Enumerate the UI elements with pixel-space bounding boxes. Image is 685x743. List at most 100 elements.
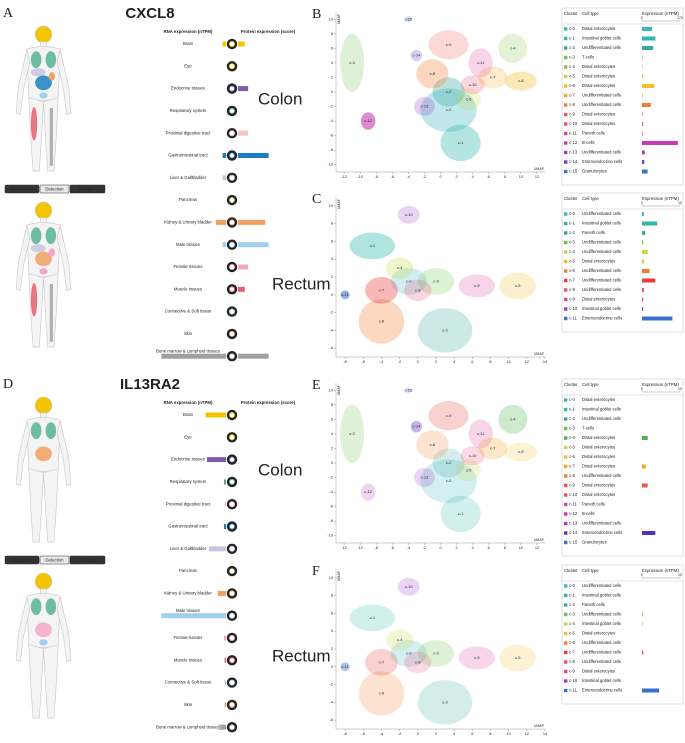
x-tick-label: -4 (407, 546, 410, 550)
organ-icon-inner (228, 657, 235, 664)
expression-bar (642, 688, 660, 693)
bone (49, 284, 53, 342)
x-tick-label: -10 (357, 175, 363, 179)
cluster-region (420, 88, 477, 132)
cell-type: T-cells (582, 55, 594, 60)
cell-type: Distal enterocytes (582, 112, 615, 117)
cluster-region (405, 387, 412, 394)
cluster-label: c-7 (490, 75, 496, 80)
liver (30, 68, 46, 77)
table-header: Expression (nTPM) (642, 196, 679, 201)
organ-icon-inner (228, 478, 235, 485)
y-tick-label: 8 (331, 32, 333, 36)
cluster-label: c-5 (466, 96, 472, 101)
cluster-region (413, 97, 435, 116)
y-tick-label: 6 (331, 239, 333, 243)
expression-tick-label: 0 (641, 387, 643, 391)
x-tick-label: -6 (362, 732, 365, 736)
head (34, 25, 53, 44)
y-tick-label: -6 (330, 134, 333, 138)
expression-bar (642, 84, 655, 88)
y-tick-label: 8 (331, 403, 333, 407)
x-tick-label: -8 (343, 360, 346, 364)
cluster-region (432, 77, 465, 107)
cell-type: Distal enterocytes (582, 259, 615, 264)
x-tick-label: 12 (535, 175, 539, 179)
cell-type: Distal enterocytes (582, 64, 615, 69)
tissue-label: Rectum (272, 646, 331, 665)
expression-bar (642, 622, 643, 626)
cluster-swatch (564, 669, 568, 674)
x-tick-label: 2 (435, 732, 437, 736)
x-tick-label: -12 (341, 175, 347, 179)
organ-label: Skin (184, 331, 193, 336)
organ-label: Endocrine tissues (171, 457, 205, 462)
cell-type: Undifferentiated cells (582, 521, 621, 526)
cluster-swatch (564, 141, 568, 145)
cluster-region (410, 420, 423, 433)
cluster-region (460, 446, 485, 466)
x-tick-label: 14 (543, 732, 547, 736)
expression-bar (642, 169, 648, 174)
head (34, 201, 53, 220)
cell-type: Undifferentiated cells (582, 473, 621, 478)
cluster-label: c-10 (405, 212, 414, 217)
bone (49, 108, 53, 166)
cluster-id: c-4 (569, 435, 575, 440)
organ-icon-inner (228, 174, 235, 181)
organ-icon-inner (228, 263, 235, 270)
cluster-id: c-1 (569, 36, 575, 41)
x-tick-label: -2 (398, 360, 401, 364)
expression-tick-label: 0 (641, 16, 643, 20)
cluster-swatch (564, 483, 568, 488)
cluster-region (499, 644, 536, 672)
y-tick-label: -2 (330, 311, 333, 315)
x-tick-label: -10 (357, 546, 363, 550)
lung-right (45, 51, 57, 69)
cluster-region (410, 49, 423, 62)
table-header: Cluster (564, 382, 578, 387)
protein-bar (238, 264, 249, 270)
x-tick-label: 8 (489, 360, 491, 364)
cluster-label: c-1 (370, 615, 376, 620)
organ-icon-inner (228, 434, 235, 441)
cluster-id: c-6 (569, 640, 575, 645)
organ-icon-inner (228, 353, 235, 360)
cluster-swatch (564, 622, 568, 626)
x-tick-label: 0 (439, 175, 441, 179)
cell-type: Paneth cells (582, 131, 605, 136)
pelvic-organ (39, 268, 48, 275)
cell-type: Distal enterocytes (582, 492, 615, 497)
cluster-region (417, 680, 473, 725)
gut (35, 251, 52, 267)
cluster-label: c-0 (446, 107, 452, 112)
table-header: Expression (nTPM) (642, 382, 679, 387)
cell-type: Undifferentiated cells (582, 240, 621, 245)
rna-bar (217, 724, 226, 730)
rna-bar (222, 41, 226, 47)
toggle-button (39, 555, 70, 565)
x-axis-label: UMAP (534, 167, 545, 171)
lung-left (30, 51, 42, 69)
rna-bar (206, 457, 226, 463)
cluster-swatch (564, 278, 568, 283)
cell-type: Enteroendocrine cells (582, 159, 622, 164)
protein-bar (238, 286, 245, 292)
expression-bar (642, 612, 643, 617)
cluster-label: c-15 (404, 16, 413, 21)
x-tick-label: -6 (391, 175, 394, 179)
expression-bar (642, 36, 656, 41)
cluster-label: c-10 (469, 453, 478, 458)
liver (30, 244, 46, 253)
organ-icon-inner (228, 85, 235, 92)
cluster-region (420, 459, 477, 503)
cluster-id: c-12 (569, 511, 578, 516)
cluster-region (416, 59, 449, 89)
arm-right (56, 421, 72, 486)
cluster-region (504, 442, 537, 462)
cluster-label: c-5 (515, 655, 521, 660)
cell-type: Granulocytes (582, 169, 607, 174)
y-tick-label: 2 (331, 647, 333, 651)
y-tick-label: 6 (331, 46, 333, 50)
cluster-id: c-12 (569, 140, 578, 145)
